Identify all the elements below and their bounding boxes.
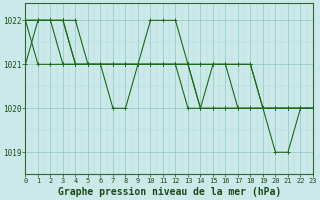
X-axis label: Graphe pression niveau de la mer (hPa): Graphe pression niveau de la mer (hPa) xyxy=(58,187,281,197)
